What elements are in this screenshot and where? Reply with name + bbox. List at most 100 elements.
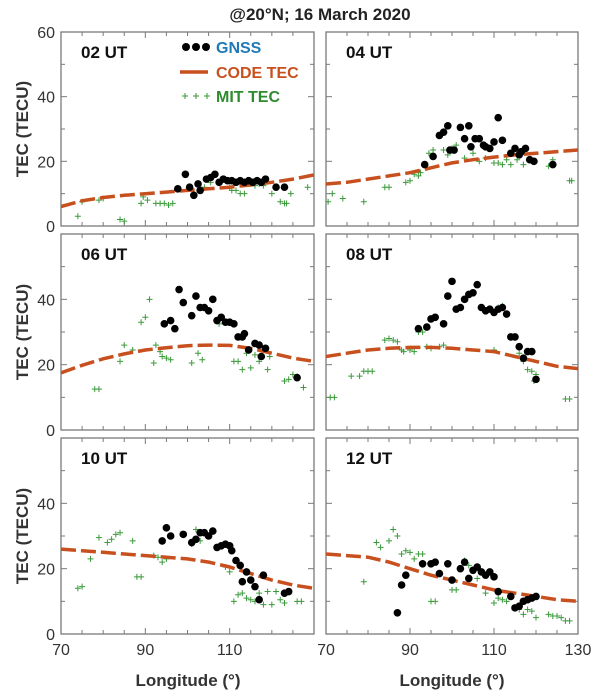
mit-tec-point <box>377 544 384 551</box>
gnss-point <box>532 375 540 384</box>
legend-gnss-label: GNSS <box>216 40 262 57</box>
plot-area <box>325 31 579 227</box>
y-axis-label-row1: TEC (TECU) <box>13 81 32 177</box>
mit-tec-point <box>150 360 157 367</box>
gnss-point <box>158 537 166 545</box>
gnss-point <box>460 134 469 143</box>
x-tick-label: 70 <box>317 642 335 659</box>
gnss-point <box>174 185 182 193</box>
mit-tec-point <box>373 539 380 546</box>
mit-tec-point <box>369 368 376 375</box>
mit-tec-point <box>524 366 531 373</box>
code-tec-line <box>326 345 578 371</box>
mit-tec-point <box>465 562 472 569</box>
gnss-point <box>238 577 247 586</box>
mit-tec-point <box>121 218 128 225</box>
gnss-point <box>515 342 523 351</box>
gnss-point <box>494 587 503 596</box>
mit-tec-point <box>74 213 81 220</box>
gnss-point <box>175 285 183 294</box>
plot-marks <box>61 285 314 393</box>
mit-tec-point <box>247 364 254 371</box>
mit-tec-point <box>503 598 510 605</box>
mit-tec-point <box>356 373 363 380</box>
mit-tec-point <box>241 190 248 197</box>
mit-tec-point <box>386 184 392 191</box>
mit-tec-point <box>163 355 170 362</box>
mit-tec-point <box>331 394 338 401</box>
gnss-point <box>397 581 406 589</box>
mit-tec-point <box>545 611 552 618</box>
panel-label: 10 UT <box>81 449 128 468</box>
mit-tec-point <box>129 537 136 544</box>
mit-tec-point <box>499 161 506 168</box>
gnss-point <box>257 352 266 361</box>
gnss-point <box>255 595 263 604</box>
mit-tec-point <box>566 395 573 402</box>
mit-tec-point <box>154 554 161 561</box>
gnss-point <box>179 298 188 307</box>
mit-tec-point <box>112 531 119 538</box>
gnss-point <box>498 136 507 145</box>
gnss-point <box>236 561 245 570</box>
mit-tec-point <box>169 200 176 207</box>
gnss-point <box>187 311 196 320</box>
mit-tec-point <box>411 348 418 355</box>
gnss-point <box>204 306 213 315</box>
mit-tec-point <box>95 386 102 393</box>
y-tick-label: 60 <box>37 25 55 42</box>
mit-tec-point <box>558 614 565 621</box>
plot-marks <box>326 113 578 205</box>
mit-tec-point <box>326 198 332 205</box>
plot-marks <box>61 524 314 608</box>
x-tick-label: 130 <box>565 642 592 659</box>
gnss-point <box>494 113 503 122</box>
mit-tec-point <box>281 599 288 606</box>
mit-tec-point <box>287 190 294 197</box>
mit-tec-point <box>239 590 246 597</box>
gnss-point <box>528 347 536 356</box>
mit-tec-point <box>277 198 284 205</box>
panel-12-ut: 70 90 110 130 12 UT <box>317 437 592 659</box>
mit-tec-point <box>495 595 502 602</box>
gnss-point <box>450 146 458 154</box>
gnss-point <box>259 571 268 579</box>
mit-tec-point <box>507 161 514 168</box>
mit-tec-point <box>95 534 102 541</box>
panel-label: 12 UT <box>346 449 393 468</box>
plot-area <box>60 233 315 431</box>
gnss-point <box>431 313 440 322</box>
mit-tec-point <box>142 314 149 321</box>
mit-tec-point <box>566 617 573 624</box>
gnss-point <box>465 121 473 130</box>
mit-tec-point <box>188 360 195 367</box>
mit-tec-point <box>138 573 145 580</box>
legend-gnss-dot <box>192 43 200 51</box>
gnss-point <box>227 546 236 555</box>
mit-tec-point <box>419 550 426 557</box>
gnss-point <box>549 160 557 169</box>
mit-tec-point <box>300 384 307 391</box>
panel-08-ut: 08 UT <box>325 233 579 431</box>
mit-tec-point <box>440 147 447 154</box>
x-tick-label: 110 <box>481 642 507 659</box>
mit-tec-point <box>230 598 237 605</box>
legend-code-label: CODE TEC <box>216 65 299 82</box>
gnss-point <box>418 559 427 568</box>
x-axis-label-left: Longitude (°) <box>136 671 241 690</box>
legend-mit-label: MIT TEC <box>216 89 280 106</box>
gnss-point <box>460 558 469 566</box>
mit-tec-point <box>283 200 290 207</box>
panel-label: 04 UT <box>346 43 393 62</box>
gnss-point <box>502 310 511 318</box>
gnss-point <box>448 576 456 584</box>
mit-tec-point <box>402 547 409 554</box>
mit-tec-point <box>533 614 539 621</box>
mit-tec-point <box>516 350 523 357</box>
gnss-point <box>444 121 452 130</box>
mit-tec-point <box>499 596 506 603</box>
x-tick-label: 70 <box>52 642 70 659</box>
mit-tec-point <box>159 353 166 360</box>
gnss-point <box>435 569 444 578</box>
mit-tec-point <box>432 598 439 605</box>
